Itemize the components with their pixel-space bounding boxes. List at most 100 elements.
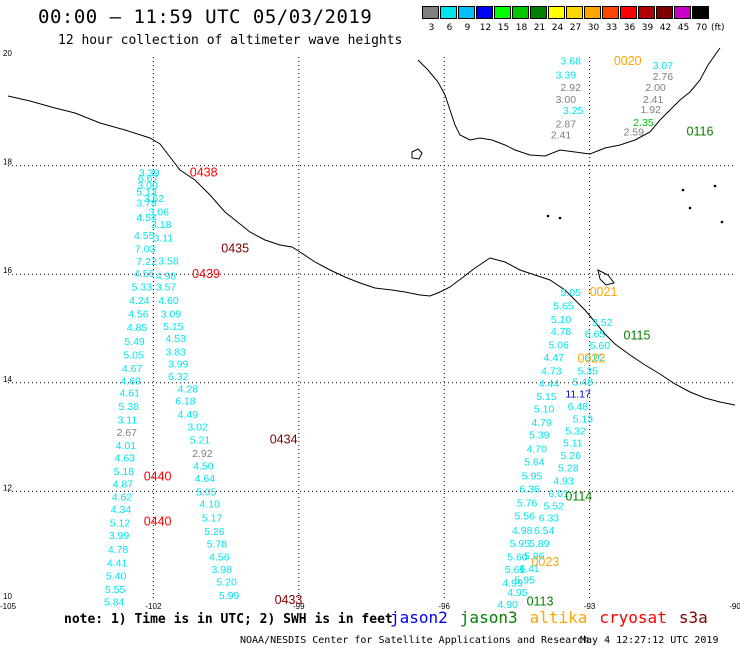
footer-note: note: 1) Time is in UTC; 2) SWH is in fe… [64, 612, 393, 627]
wave-height-reading: 3.98 [212, 564, 233, 576]
pass-label-0113: 0113 [527, 594, 554, 608]
lon-tick-label: -102 [145, 602, 162, 611]
wave-height-reading: 5.39 [529, 430, 550, 442]
wave-height-reading: 3.07 [653, 60, 674, 72]
wave-height-reading: 3.62 [144, 193, 165, 205]
wave-height-reading: 2.00 [645, 82, 666, 94]
wave-height-reading: 5.17 [202, 512, 223, 524]
satellite-s3a: s3a [678, 608, 708, 627]
legend-label: 9 [464, 23, 471, 33]
wave-height-reading: 5.05 [561, 287, 582, 299]
legend-swatch [656, 6, 673, 19]
wave-height-reading: 4.98 [156, 271, 177, 283]
pass-label-0021: 0021 [590, 285, 618, 299]
wave-height-reading: 4.54 [136, 212, 157, 224]
yucatan-coastline [417, 47, 721, 157]
legend-label: 70 [695, 23, 708, 33]
wave-height-reading: 4.70 [527, 443, 548, 455]
satellite-jason3: jason3 [459, 608, 518, 627]
legend-label: 18 [515, 23, 528, 33]
wave-height-reading: 5.64 [524, 456, 545, 468]
legend-swatch [602, 6, 619, 19]
wave-height-reading: 5.20 [216, 576, 237, 588]
wave-height-reading: 7.22 [136, 256, 157, 268]
wave-height-reading: 5.95 [510, 538, 531, 550]
wave-height-reading: 6.65 [585, 329, 606, 341]
wave-height-reading: 6.01 [548, 488, 569, 500]
legend-label: 21 [533, 23, 546, 33]
mexico-pacific-coastline [7, 95, 736, 406]
pass-label-0438: 0438 [190, 165, 218, 179]
legend-label: 27 [569, 23, 582, 33]
legend-label: 24 [551, 23, 564, 33]
island-1 [411, 148, 423, 160]
lat-tick-label: 16 [3, 266, 12, 275]
legend-label: 36 [623, 23, 636, 33]
wave-height-reading: 5.12 [110, 518, 131, 530]
legend-label: 3 [428, 23, 435, 33]
wave-height-reading: 4.49 [178, 409, 199, 421]
wave-height-reading: 3.09 [161, 309, 182, 321]
wave-height-reading: 6.67 [138, 173, 159, 185]
wave-height-reading: 4.67 [122, 363, 143, 375]
wave-height-reading: 3.78 [136, 197, 157, 209]
wave-height-reading: 3.25 [563, 105, 584, 117]
wave-height-reading: 2.92 [561, 82, 582, 94]
legend-swatch [494, 6, 511, 19]
lat-tick-label: 18 [3, 158, 12, 167]
wave-height-reading: 4.73 [541, 366, 562, 378]
lon-tick-label: -99 [293, 602, 305, 611]
wave-height-reading: 4.93 [553, 475, 574, 487]
wave-height-reading: 4.24 [129, 295, 150, 307]
legend-swatch [476, 6, 493, 19]
wave-height-reading: 5.78 [207, 538, 228, 550]
legend-label: 45 [677, 23, 690, 33]
wave-height-reading: 4.85 [127, 322, 148, 334]
wave-height-reading: 5.65 [553, 300, 574, 312]
wave-height-reading: 5.10 [551, 314, 572, 326]
legend-label: 33 [605, 23, 618, 33]
wave-height-reading: 4.78 [108, 544, 129, 556]
pass-label-0114: 0114 [565, 490, 592, 504]
pass-label-0020: 0020 [614, 54, 642, 68]
legend-swatch [566, 6, 583, 19]
wave-height-reading: 5.06 [548, 340, 569, 352]
legend-swatch [530, 6, 547, 19]
wave-height-reading: 5.33 [132, 281, 153, 293]
wave-height-reading: 5.21 [190, 435, 211, 447]
wave-height-reading: 4.99 [502, 577, 523, 589]
wave-height-reading: 2.87 [556, 119, 577, 131]
wave-height-reading: 4.60 [158, 295, 179, 307]
legend-label: 6 [446, 23, 453, 33]
generation-timestamp: May 4 12:27:12 UTC 2019 [580, 635, 719, 646]
legend-label: 39 [641, 23, 654, 33]
wave-height-reading: 4.87 [113, 479, 134, 491]
wave-height-reading: 5.52 [544, 500, 565, 512]
wave-height-reading: 3.02 [187, 422, 208, 434]
wave-height-reading: 3.99 [109, 530, 130, 542]
wave-height-reading: 4.95 [507, 587, 528, 599]
legend-label: 42 [659, 23, 672, 33]
wave-height-reading: 4.53 [166, 333, 187, 345]
legend-swatch [512, 6, 529, 19]
coastline [7, 47, 736, 406]
wave-height-reading: 4.64 [195, 473, 216, 485]
wave-height-reading: 5.84 [104, 596, 125, 608]
wave-height-reading: 3.06 [149, 207, 170, 219]
wave-height-reading: 5.05 [123, 349, 144, 361]
wave-height-reading: 11.17 [565, 388, 591, 400]
legend-swatch [692, 6, 709, 19]
wave-height-reading: 5.26 [561, 450, 582, 462]
pass-label-0116: 0116 [687, 125, 714, 139]
wave-height-reading: 6.32 [168, 371, 189, 383]
wave-height-reading: 4.50 [193, 461, 214, 473]
wave-height-reading: 4.62 [112, 492, 133, 504]
island-2 [597, 269, 615, 286]
credit-line: NOAA/NESDIS Center for Satellite Applica… [240, 635, 590, 646]
wave-height-reading: 6.48 [568, 401, 589, 413]
legend-swatch [638, 6, 655, 19]
wave-height-reading: 3.18 [151, 219, 172, 231]
wave-height-reading: 7.03 [135, 243, 156, 255]
lon-tick-label: -93 [584, 602, 596, 611]
